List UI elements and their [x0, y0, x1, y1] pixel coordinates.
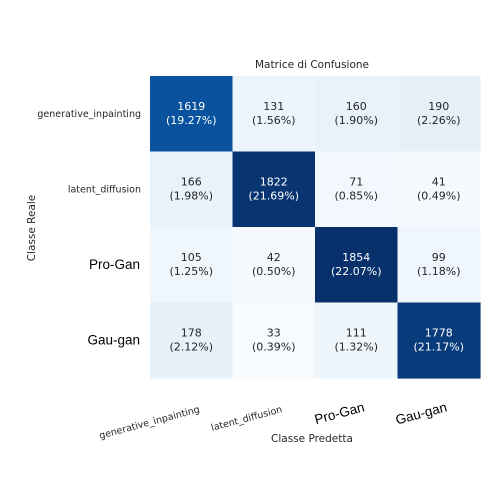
cell-count-label: 41	[432, 175, 446, 188]
cell-percent-label: (0.50%)	[252, 265, 296, 278]
cell-count-label: 1619	[177, 100, 205, 113]
cell-count-label: 1854	[342, 251, 370, 264]
x-tick-label: Pro-Gan	[313, 399, 366, 427]
cell-count-label: 42	[267, 251, 281, 264]
heatmap-cell	[315, 227, 399, 304]
x-tick-label: generative_inpainting	[98, 404, 201, 441]
cell-count-label: 33	[267, 326, 281, 339]
heatmap-cell	[150, 302, 234, 379]
cell-percent-label: (2.12%)	[169, 340, 213, 353]
heatmap-cell	[397, 302, 481, 379]
heatmap-cell	[232, 302, 316, 379]
y-tick-label: Gau-gan	[87, 332, 140, 347]
cell-count-label: 99	[432, 251, 446, 264]
y-tick-label: Pro-Gan	[89, 257, 140, 272]
cell-percent-label: (1.98%)	[169, 189, 213, 202]
heatmap-cell	[397, 151, 481, 228]
cell-count-label: 105	[181, 251, 202, 264]
cell-count-label: 1778	[425, 326, 453, 339]
cell-percent-label: (0.85%)	[334, 189, 378, 202]
cell-count-label: 131	[263, 100, 284, 113]
cell-count-label: 160	[346, 100, 367, 113]
heatmap-cells: 1619(19.27%) 131(1.56%) 160(1.90%) 190(2.26…	[150, 76, 481, 379]
cell-count-label: 178	[181, 326, 202, 339]
cell-percent-label: (1.25%)	[169, 265, 213, 278]
cell-count-label: 1822	[260, 175, 288, 188]
cell-percent-label: (1.32%)	[334, 340, 378, 353]
y-tick-label: latent_diffusion	[68, 184, 141, 195]
heatmap-cell	[315, 302, 399, 379]
y-tick-labels: generative_inpainting latent_diffusion Pro…	[37, 109, 141, 348]
heatmap-cell	[150, 151, 234, 228]
cell-percent-label: (19.27%)	[166, 114, 217, 127]
heatmap-cell	[150, 227, 234, 304]
cell-percent-label: (1.18%)	[417, 265, 461, 278]
cell-count-label: 111	[346, 326, 367, 339]
heatmap-cell	[315, 76, 399, 153]
cell-percent-label: (1.90%)	[334, 114, 378, 127]
y-tick-label: generative_inpainting	[37, 109, 141, 120]
cell-count-label: 190	[428, 100, 449, 113]
cell-percent-label: (2.26%)	[417, 114, 461, 127]
heatmap-cell	[315, 151, 399, 228]
x-tick-label: latent_diffusion	[210, 404, 284, 434]
heatmap-cell	[232, 151, 316, 228]
heatmap-cell	[232, 76, 316, 153]
cell-percent-label: (0.49%)	[417, 189, 461, 202]
cell-percent-label: (22.07%)	[331, 265, 382, 278]
heatmap-cell	[397, 227, 481, 304]
cell-percent-label: (0.39%)	[252, 340, 296, 353]
heatmap-cell	[150, 76, 234, 153]
cell-percent-label: (21.69%)	[248, 189, 299, 202]
x-axis-label: Classe Predetta	[271, 433, 353, 445]
cell-count-label: 166	[181, 175, 202, 188]
heatmap-cell	[232, 227, 316, 304]
cell-percent-label: (21.17%)	[413, 340, 464, 353]
heatmap-cell	[397, 76, 481, 153]
y-axis-label: Classe Reale	[26, 195, 38, 262]
x-tick-label: Gau-gan	[394, 399, 449, 427]
cell-percent-label: (1.56%)	[252, 114, 296, 127]
cell-count-label: 71	[349, 175, 363, 188]
chart-title: Matrice di Confusione	[255, 59, 369, 71]
